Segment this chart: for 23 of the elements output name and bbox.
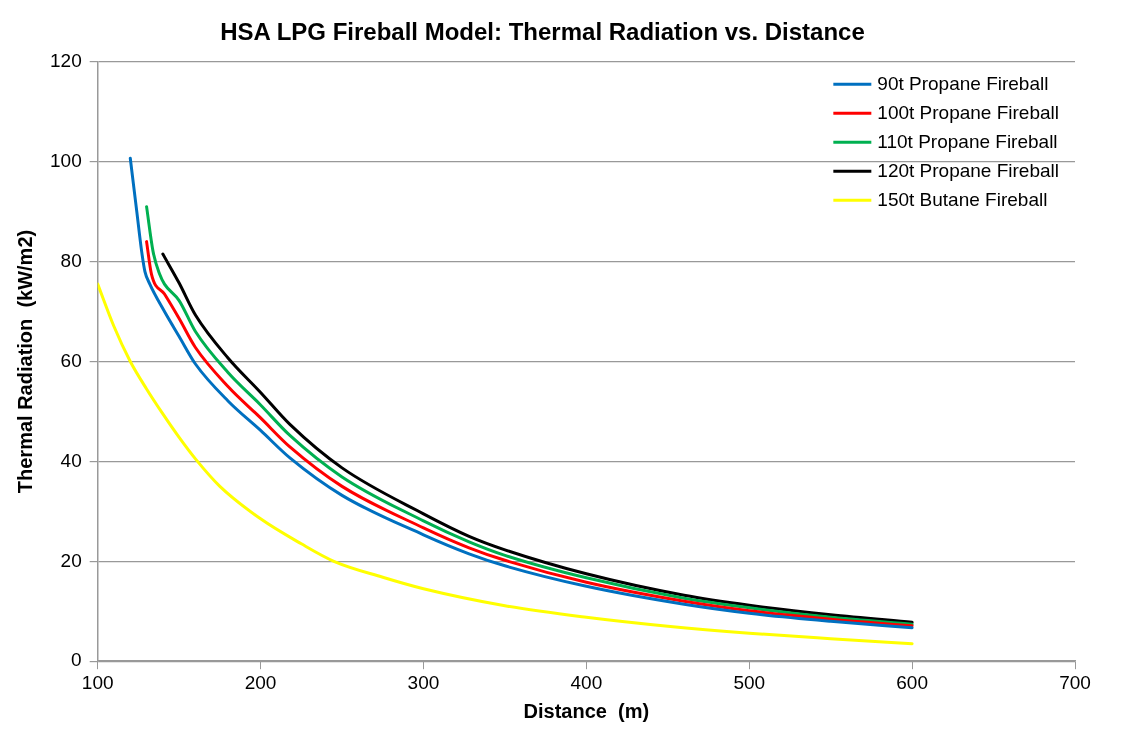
legend-label: 90t Propane Fireball	[877, 72, 1049, 94]
x-tick-label: 700	[1059, 671, 1091, 693]
x-tick-label: 600	[896, 671, 928, 693]
line-series	[97, 282, 914, 646]
legend-label: 110t Propane Fireball	[877, 130, 1058, 152]
y-tick-label: 60	[60, 349, 82, 371]
y-tick-label: 120	[50, 50, 82, 72]
chart-title: HSA LPG Fireball Model: Thermal Radiation vs. Distance	[220, 18, 865, 46]
legend-label: 100t Propane Fireball	[877, 101, 1059, 123]
y-tick-label: 20	[60, 549, 82, 571]
y-tick-label: 0	[71, 649, 82, 671]
y-axis-title: Thermal Radiation (kW/m2)	[13, 229, 36, 494]
legend-label: 120t Propane Fireball	[877, 159, 1059, 181]
x-tick-label: 500	[733, 671, 766, 693]
y-tick-label: 40	[60, 449, 82, 471]
x-tick-label: 200	[244, 671, 277, 693]
x-tick-label: 300	[407, 671, 440, 693]
y-tick-label: 80	[60, 249, 82, 271]
x-tick-label: 100	[81, 671, 114, 693]
legend-label: 150t Butane Fireball	[877, 188, 1048, 210]
x-axis-title: Distance (m)	[523, 699, 650, 722]
x-tick-label: 400	[570, 671, 603, 693]
y-tick-label: 100	[50, 149, 82, 171]
